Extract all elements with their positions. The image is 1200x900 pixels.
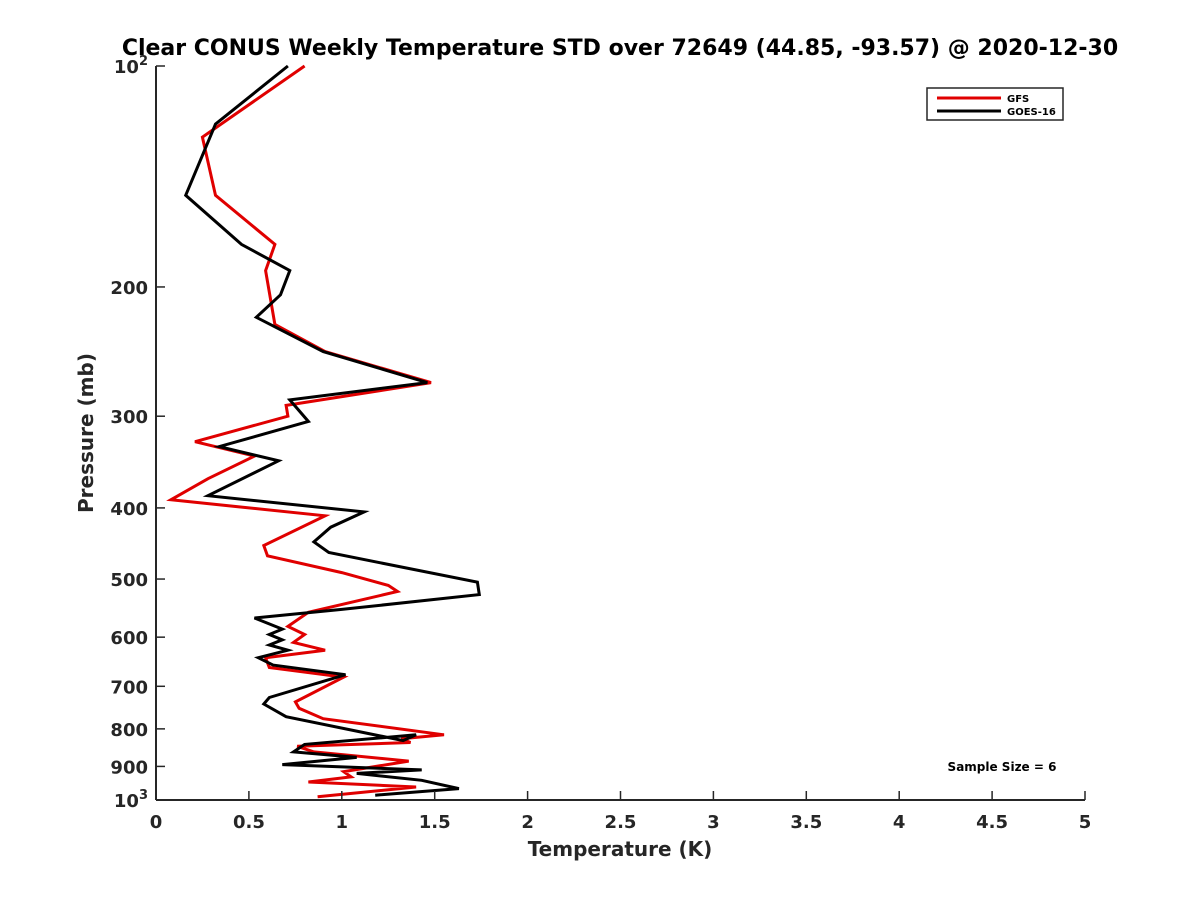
x-tick-label: 0.5 (233, 812, 265, 833)
x-tick-label: 3 (707, 812, 720, 833)
x-tick-label: 0 (150, 812, 163, 833)
y-tick-label: 500 (110, 570, 148, 591)
x-tick-label: 5 (1079, 812, 1092, 833)
x-tick-label: 1 (336, 812, 349, 833)
y-axis-ticks: 102 200 300 400 500 600 700 800 900 103 (110, 54, 165, 812)
x-tick-label: 1.5 (419, 812, 451, 833)
x-axis-label: Temperature (K) (528, 837, 713, 861)
y-tick-label: 300 (110, 407, 148, 428)
chart-title: Clear CONUS Weekly Temperature STD over … (122, 36, 1118, 61)
y-axis-label: Pressure (mb) (74, 353, 98, 513)
y-tick-label: 200 (110, 278, 148, 299)
y-tick-label: 600 (110, 628, 148, 649)
x-tick-label: 3.5 (790, 812, 822, 833)
y-tick-label: 103 (114, 788, 148, 812)
y-tick-label: 400 (110, 499, 148, 520)
legend-label: GOES-16 (1007, 107, 1056, 118)
x-axis-ticks: 0 0.5 1 1.5 2 2.5 3 3.5 4 4.5 5 (150, 791, 1092, 833)
x-tick-label: 4 (893, 812, 906, 833)
legend-label: GFS (1007, 94, 1029, 105)
y-tick-label: 102 (114, 54, 148, 78)
legend-box (926, 87, 1064, 121)
y-tick-label: 700 (110, 677, 148, 698)
y-tick-label: 900 (110, 757, 148, 778)
sample-size-annotation: Sample Size = 6 (948, 760, 1057, 774)
x-tick-label: 2.5 (605, 812, 637, 833)
x-tick-label: 4.5 (976, 812, 1008, 833)
x-tick-label: 2 (521, 812, 534, 833)
y-tick-label: 800 (110, 720, 148, 741)
legend: GFS GOES-16 (926, 87, 1064, 121)
plot-lines (166, 64, 482, 799)
series-line-goes-16 (183, 64, 482, 797)
